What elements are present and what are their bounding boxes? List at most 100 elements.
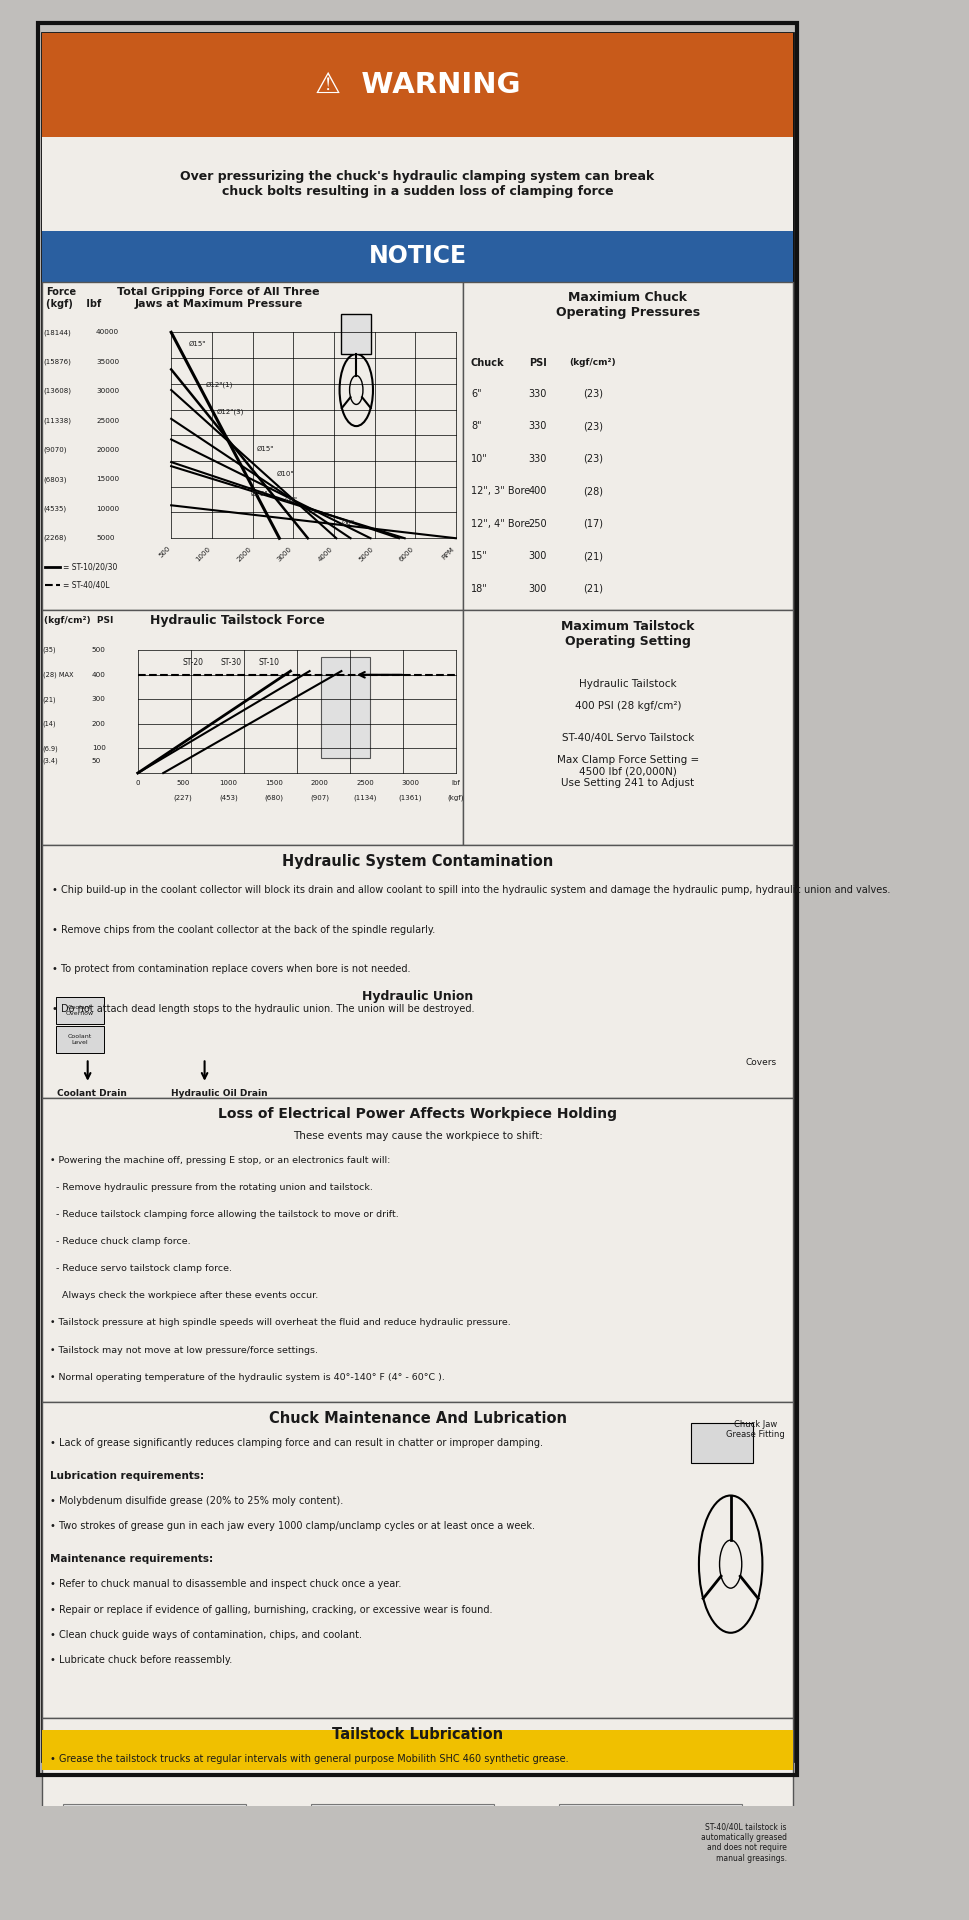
Text: Maximium Chuck
Operating Pressures: Maximium Chuck Operating Pressures [556, 290, 700, 319]
Text: (227): (227) [173, 795, 193, 801]
Text: lbf: lbf [452, 780, 460, 787]
FancyBboxPatch shape [462, 282, 794, 611]
Text: (23): (23) [583, 388, 603, 399]
Text: 12", 3" Bore: 12", 3" Bore [471, 486, 530, 495]
FancyBboxPatch shape [42, 1718, 794, 1920]
FancyBboxPatch shape [42, 33, 794, 136]
Text: Chuck: Chuck [471, 357, 505, 367]
Text: (6.9): (6.9) [43, 745, 58, 753]
FancyBboxPatch shape [56, 1025, 104, 1052]
Text: 400: 400 [528, 486, 547, 495]
FancyBboxPatch shape [321, 657, 370, 758]
Text: Maximum Tailstock
Operating Setting: Maximum Tailstock Operating Setting [561, 620, 695, 647]
Text: • Molybdenum disulfide grease (20% to 25% moly content).: • Molybdenum disulfide grease (20% to 25… [50, 1496, 343, 1505]
Text: 3000: 3000 [401, 780, 420, 787]
Text: 400: 400 [92, 672, 106, 678]
Text: = ST-10/20/30: = ST-10/20/30 [63, 563, 117, 572]
Text: • Clean chuck guide ways of contamination, chips, and coolant.: • Clean chuck guide ways of contaminatio… [50, 1630, 362, 1640]
Text: (21): (21) [583, 584, 603, 593]
FancyBboxPatch shape [63, 1805, 246, 1920]
Text: 2000: 2000 [311, 780, 328, 787]
Text: 330: 330 [528, 453, 547, 465]
Text: 330: 330 [528, 420, 547, 432]
Text: 1000: 1000 [220, 780, 237, 787]
Text: Ø12"(1): Ø12"(1) [205, 382, 233, 388]
Text: (21): (21) [43, 697, 56, 703]
Text: • Chip build-up in the coolant collector will block its drain and allow coolant : • Chip build-up in the coolant collector… [51, 885, 891, 895]
FancyBboxPatch shape [56, 996, 104, 1023]
Text: Coolant
Overflow: Coolant Overflow [66, 1006, 94, 1016]
Text: (kgf/cm²): (kgf/cm²) [570, 357, 616, 367]
Text: Hydraulic Oil Drain: Hydraulic Oil Drain [172, 1089, 267, 1098]
Text: Total Gripping Force of All Three
Jaws at Maximum Pressure: Total Gripping Force of All Three Jaws a… [117, 288, 320, 309]
Text: 500: 500 [176, 780, 190, 787]
Text: 18": 18" [471, 584, 487, 593]
Text: 1500: 1500 [266, 780, 283, 787]
Text: • Refer to chuck manual to disassemble and inspect chuck once a year.: • Refer to chuck manual to disassemble a… [50, 1580, 401, 1590]
Text: Coolant
Level: Coolant Level [68, 1035, 92, 1044]
Text: Loss of Electrical Power Affects Workpiece Holding: Loss of Electrical Power Affects Workpie… [218, 1108, 617, 1121]
Text: 25000: 25000 [96, 417, 119, 424]
Text: Hydraulic System Contamination: Hydraulic System Contamination [282, 854, 553, 870]
Text: 10": 10" [471, 453, 487, 465]
Text: • Powering the machine off, pressing E stop, or an electronics fault will:: • Powering the machine off, pressing E s… [50, 1156, 391, 1165]
Text: 40000: 40000 [96, 330, 119, 336]
Text: - Remove hydraulic pressure from the rotating union and tailstock.: - Remove hydraulic pressure from the rot… [50, 1183, 373, 1192]
Text: ST-30: ST-30 [221, 659, 241, 668]
Text: 0: 0 [136, 780, 141, 787]
Text: (14): (14) [43, 720, 56, 728]
Text: (680): (680) [265, 795, 284, 801]
Text: = ST-40/40L: = ST-40/40L [63, 580, 109, 589]
Text: 3000: 3000 [276, 545, 294, 563]
Text: Chuck Jaw
Grease Fitting: Chuck Jaw Grease Fitting [727, 1419, 785, 1440]
Text: (23): (23) [583, 420, 603, 432]
Text: Hydraulic Union: Hydraulic Union [361, 991, 473, 1002]
Text: Hydraulic Tailstock Force: Hydraulic Tailstock Force [150, 614, 326, 628]
Text: (17): (17) [583, 518, 603, 528]
Text: Over pressurizing the chuck's hydraulic clamping system can break
chuck bolts re: Over pressurizing the chuck's hydraulic … [180, 171, 655, 198]
FancyBboxPatch shape [462, 611, 794, 845]
Text: Maintenance requirements:: Maintenance requirements: [50, 1553, 213, 1565]
Text: RPM: RPM [441, 545, 456, 561]
FancyBboxPatch shape [692, 1423, 753, 1463]
Text: • Lack of grease significantly reduces clamping force and can result in chatter : • Lack of grease significantly reduces c… [50, 1438, 543, 1448]
FancyBboxPatch shape [559, 1805, 742, 1920]
Text: 6000: 6000 [398, 545, 416, 563]
Text: (907): (907) [310, 795, 329, 801]
Text: (1361): (1361) [398, 795, 422, 801]
Text: 12", 4" Bore: 12", 4" Bore [471, 518, 530, 528]
Text: 300: 300 [528, 551, 547, 561]
Text: PSI: PSI [529, 357, 547, 367]
Text: 330: 330 [528, 388, 547, 399]
Text: (23): (23) [583, 453, 603, 465]
Text: Coolant Drain: Coolant Drain [57, 1089, 127, 1098]
Text: 30000: 30000 [96, 388, 119, 394]
FancyBboxPatch shape [42, 282, 462, 611]
Text: (4535): (4535) [44, 505, 67, 513]
Text: Ø15": Ø15" [188, 340, 205, 348]
Text: (11338): (11338) [44, 417, 72, 424]
FancyBboxPatch shape [311, 1805, 494, 1920]
Text: Ø18": Ø18" [251, 492, 268, 497]
Text: Covers: Covers [745, 1058, 776, 1068]
Text: ST-40/40L Servo Tailstock: ST-40/40L Servo Tailstock [562, 733, 694, 743]
Text: Lubrication requirements:: Lubrication requirements: [50, 1471, 204, 1480]
FancyBboxPatch shape [42, 611, 462, 845]
FancyBboxPatch shape [42, 230, 794, 282]
Text: 50: 50 [92, 758, 101, 764]
Text: 5000: 5000 [96, 536, 114, 541]
Text: • Remove chips from the coolant collector at the back of the spindle regularly.: • Remove chips from the coolant collecto… [51, 925, 435, 935]
FancyBboxPatch shape [42, 136, 794, 230]
Text: 300: 300 [528, 584, 547, 593]
Text: • Tailstock pressure at high spindle speeds will overheat the fluid and reduce h: • Tailstock pressure at high spindle spe… [50, 1319, 511, 1327]
FancyBboxPatch shape [341, 315, 371, 353]
Text: 2000: 2000 [235, 545, 253, 563]
Text: Always check the workpiece after these events occur.: Always check the workpiece after these e… [50, 1292, 319, 1300]
Text: 15000: 15000 [96, 476, 119, 482]
Text: • Grease the tailstock trucks at regular intervals with general purpose Mobilith: • Grease the tailstock trucks at regular… [50, 1753, 569, 1764]
FancyBboxPatch shape [42, 845, 794, 1098]
Text: (3.4): (3.4) [43, 758, 58, 764]
Text: • Tailstock may not move at low pressure/force settings.: • Tailstock may not move at low pressure… [50, 1346, 318, 1356]
Text: (13608): (13608) [44, 388, 72, 394]
Text: Tailstock Lubrication: Tailstock Lubrication [332, 1726, 503, 1741]
